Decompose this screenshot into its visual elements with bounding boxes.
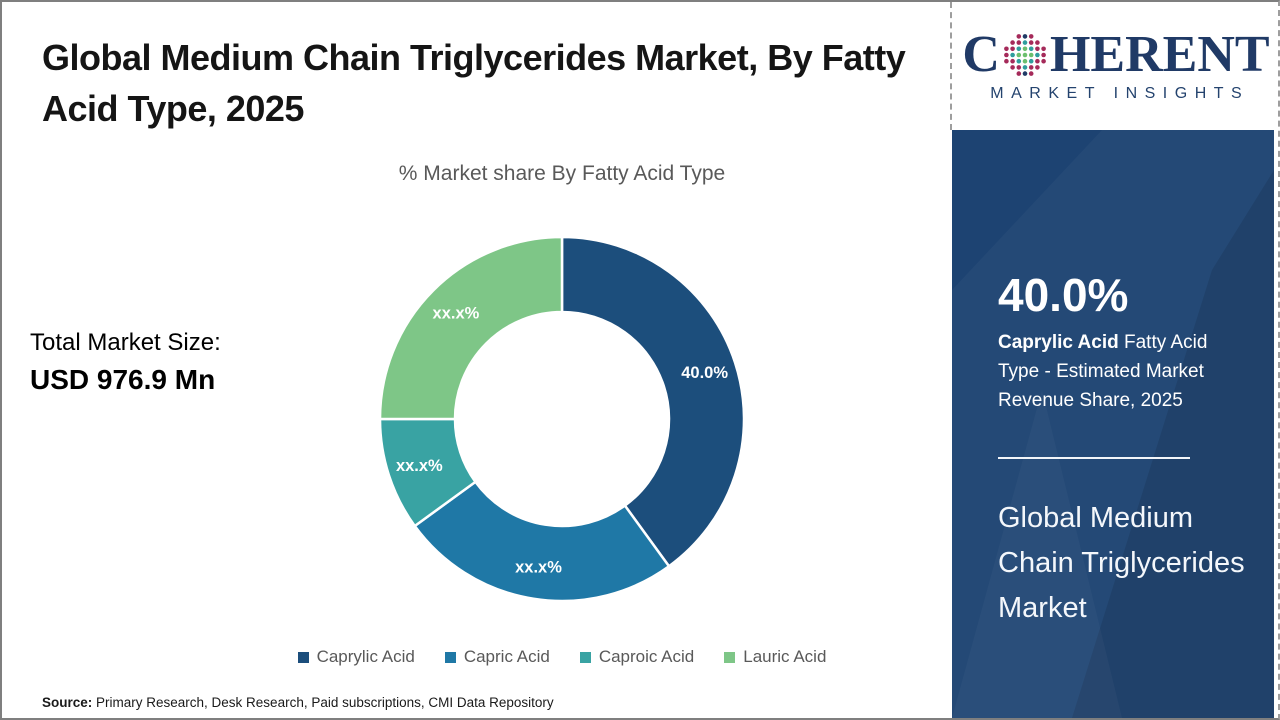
donut-slice-label: xx.x% xyxy=(515,559,562,577)
legend-marker-icon xyxy=(579,651,591,663)
legend-marker-icon xyxy=(724,651,736,663)
donut-slice-label: 40.0% xyxy=(681,364,728,382)
legend-marker-icon xyxy=(444,651,456,663)
chart-title: % Market share By Fatty Acid Type xyxy=(398,162,726,185)
donut-slice-label: xx.x% xyxy=(433,304,480,322)
donut-slice-label: xx.x% xyxy=(396,457,443,475)
source-label: Source: xyxy=(42,695,93,710)
legend-item-capric-acid: Capric Acid xyxy=(444,647,550,667)
page-title: Global Medium Chain Triglycerides Market… xyxy=(42,37,906,129)
brand-logo: C HERENT MARKET INSIGHTS xyxy=(950,2,1278,130)
total-market-size: Total Market Size: USD 976.9 Mn xyxy=(30,326,221,400)
total-market-value: USD 976.9 Mn xyxy=(30,364,216,395)
stat-description-rest: Fatty Acid Type - Estimated Market Reven… xyxy=(998,332,1208,411)
stat-description: Caprylic Acid Fatty Acid Type - Estimate… xyxy=(998,328,1238,415)
highlight-sidebar: 40.0% Caprylic Acid Fatty Acid Type - Es… xyxy=(952,130,1274,718)
donut-slice-caprylic-acid xyxy=(560,235,746,568)
globe-dots-icon xyxy=(1004,34,1046,76)
brand-subtitle: MARKET INSIGHTS xyxy=(990,85,1250,102)
chart-legend: Caprylic Acid Capric Acid Caproic Acid Laur… xyxy=(88,647,1036,667)
legend-marker-icon xyxy=(297,651,309,663)
legend-label: Caproic Acid xyxy=(598,647,695,666)
legend-item-lauric-acid: Lauric Acid xyxy=(724,647,826,667)
sidebar-divider xyxy=(998,457,1190,459)
legend-label: Caprylic Acid xyxy=(316,647,415,666)
donut-chart-svg: 40.0% xx.x% xx.x% xx.x% xyxy=(378,235,746,603)
stat-description-bold: Caprylic Acid xyxy=(998,332,1119,353)
legend-item-caprylic-acid: Caprylic Acid xyxy=(297,647,415,667)
brand-letter-c: C xyxy=(962,26,1000,83)
legend-label: Lauric Acid xyxy=(743,647,827,666)
total-market-label: Total Market Size: xyxy=(30,329,221,356)
source-note: Source: Primary Research, Desk Research,… xyxy=(42,695,554,710)
stat-value: 40.0% xyxy=(998,269,1129,321)
donut-chart: 40.0% xx.x% xx.x% xx.x% xyxy=(362,219,762,619)
legend-label: Capric Acid xyxy=(463,647,550,666)
legend-item-caproic-acid: Caproic Acid xyxy=(579,647,695,667)
donut-slice-lauric-acid xyxy=(378,235,564,421)
source-text: Primary Research, Desk Research, Paid su… xyxy=(92,695,554,710)
brand-letters-rest: HERENT xyxy=(1049,26,1270,83)
sidebar-report-title: Global Medium Chain Triglycerides Market xyxy=(998,502,1245,624)
donut-slice-capric-acid xyxy=(413,480,671,603)
brand-wordmark: C HERENT xyxy=(962,29,1269,81)
